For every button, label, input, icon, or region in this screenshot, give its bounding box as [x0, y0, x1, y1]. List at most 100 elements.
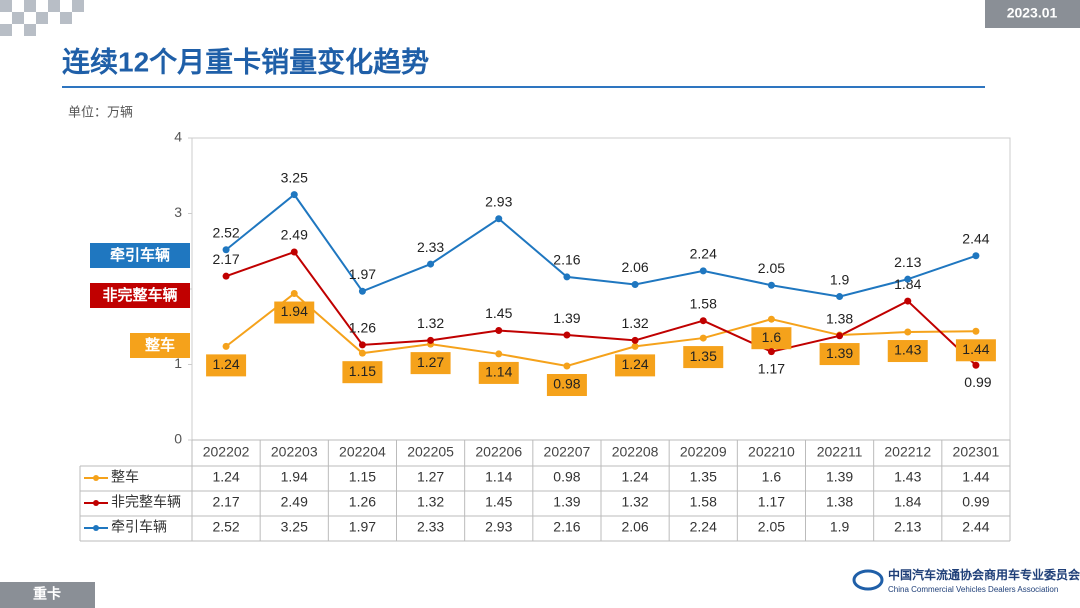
- value-label: 1.6: [762, 329, 782, 345]
- value-label: 2.24: [690, 246, 717, 262]
- point: [358, 287, 366, 295]
- value-label: 1.94: [281, 303, 308, 319]
- side-label: 非完整车辆: [102, 286, 177, 304]
- logo: [852, 569, 884, 591]
- org-en: China Commercial Vehicles Dealers Associ…: [888, 585, 1058, 594]
- y-tick-label: 3: [174, 204, 182, 220]
- value-label: 0.98: [553, 376, 580, 392]
- point: [972, 252, 980, 260]
- table-cell: 2.24: [690, 519, 717, 535]
- table-cell: 2.06: [621, 519, 648, 535]
- legend-label: 整车: [111, 469, 139, 485]
- value-label: 1.26: [349, 320, 376, 336]
- value-label-box: [955, 339, 996, 362]
- legend-label: 非完整车辆: [111, 494, 181, 510]
- table-cell: 2.13: [894, 519, 921, 535]
- value-label: 2.16: [553, 252, 580, 268]
- table-cell: 0.99: [962, 494, 989, 510]
- table-cell: 2.93: [485, 519, 512, 535]
- value-label-box: [478, 361, 519, 384]
- x-tick-label: 202211: [817, 444, 863, 460]
- date: 2023.01: [1007, 5, 1058, 21]
- x-tick-label: 202204: [339, 444, 386, 460]
- footer-tab: [0, 582, 95, 608]
- point: [495, 350, 503, 358]
- x-tick-label: 202210: [748, 444, 795, 460]
- value-label: 2.93: [485, 193, 512, 209]
- table-cell: 2.49: [281, 494, 308, 510]
- side-label: 整车: [145, 336, 175, 354]
- table-cell: 2.44: [962, 519, 989, 535]
- series-line: [225, 193, 977, 298]
- table-cell: 1.17: [758, 494, 785, 510]
- value-label: 2.49: [281, 227, 308, 243]
- table-cell: 0.98: [553, 469, 580, 485]
- table-cell: 1.26: [349, 494, 376, 510]
- value-label: 1.32: [621, 315, 648, 331]
- value-label: 1.17: [758, 360, 785, 376]
- table-cell: 1.45: [485, 494, 512, 510]
- value-label-box: [751, 327, 792, 350]
- table-cell: 1.15: [349, 469, 376, 485]
- value-label-box: [342, 361, 383, 384]
- table-cell: 1.38: [826, 494, 853, 510]
- y-tick-label: 1: [174, 355, 182, 371]
- point: [904, 275, 912, 283]
- value-label-box: [615, 354, 656, 377]
- table-cell: 1.43: [894, 469, 921, 485]
- point: [290, 191, 298, 199]
- value-label: 1.24: [621, 356, 648, 372]
- point: [631, 280, 639, 288]
- table-cell: 1.58: [690, 494, 717, 510]
- x-tick-label: 202207: [544, 444, 591, 460]
- table-cell: 1.35: [690, 469, 717, 485]
- x-tick-label: 202209: [680, 444, 727, 460]
- point: [358, 349, 366, 357]
- value-label: 2.13: [894, 254, 921, 270]
- series-line: [225, 292, 976, 368]
- point: [222, 342, 230, 350]
- table-cell: 1.6: [762, 469, 782, 485]
- point: [563, 331, 571, 339]
- x-tick-label: 202202: [203, 444, 250, 460]
- legend-marker: [93, 500, 99, 506]
- x-tick-label: 202301: [953, 444, 1000, 460]
- side-label-box: [90, 243, 190, 268]
- value-label: 2.52: [212, 224, 239, 240]
- side-label-box: [90, 283, 190, 308]
- value-label-box: [819, 343, 860, 366]
- corner-pattern: [0, 0, 84, 36]
- table-cell: 1.9: [830, 519, 850, 535]
- table-cell: 1.32: [621, 494, 648, 510]
- table-cell: 3.25: [281, 519, 308, 535]
- point: [972, 327, 980, 335]
- value-label: 1.9: [830, 271, 850, 287]
- x-tick-label: 202206: [475, 444, 522, 460]
- value-label: 1.58: [690, 295, 717, 311]
- plot-frame: [191, 137, 1011, 441]
- value-label: 1.39: [826, 345, 853, 361]
- point: [836, 293, 844, 301]
- x-tick-label: 202212: [884, 444, 931, 460]
- value-label: 1.39: [553, 310, 580, 326]
- value-label: 1.38: [826, 311, 853, 327]
- table-cell: 1.97: [349, 519, 376, 535]
- value-label-box: [887, 340, 928, 363]
- value-label: 1.14: [485, 364, 512, 380]
- point: [631, 336, 639, 344]
- value-label: 3.25: [281, 169, 308, 185]
- table-cell: 2.05: [758, 519, 785, 535]
- point: [222, 272, 230, 280]
- point: [767, 348, 775, 356]
- table-cell: 2.33: [417, 519, 444, 535]
- table-cell: 1.44: [962, 469, 989, 485]
- value-label-box: [410, 352, 451, 375]
- table-cell: 1.14: [485, 469, 512, 485]
- value-label: 1.32: [417, 315, 444, 331]
- value-label: 2.06: [621, 259, 648, 275]
- point: [767, 281, 775, 289]
- org-cn: 中国汽车流通协会商用车专业委员会: [888, 567, 1080, 582]
- table-cell: 1.24: [621, 469, 648, 485]
- point: [972, 361, 980, 369]
- footer-section: 重卡: [33, 586, 61, 602]
